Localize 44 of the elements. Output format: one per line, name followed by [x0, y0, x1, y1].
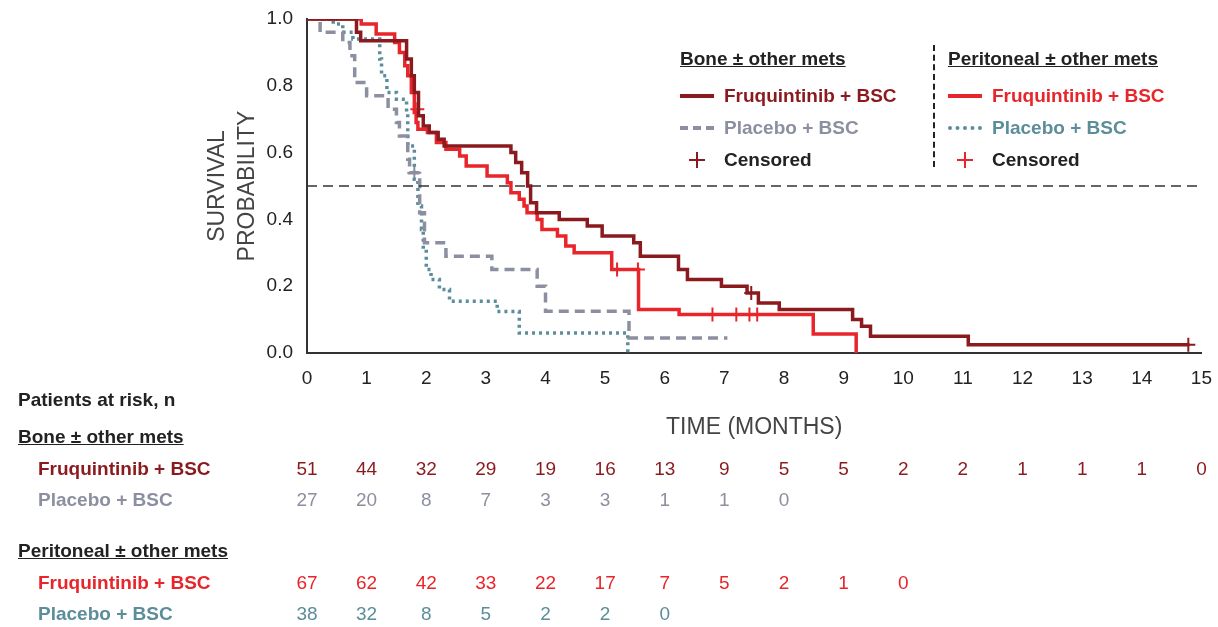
- text: Patients at risk, n: [18, 389, 176, 411]
- x-tick-label: 7: [719, 366, 730, 388]
- x-tick-label: 14: [1131, 366, 1153, 388]
- text: Placebo + BSC: [38, 603, 173, 624]
- x-axis-title: TIME (MONTHS): [666, 412, 843, 439]
- legend-label: Placebo + BSC: [992, 117, 1127, 139]
- text: Bone ± other mets: [18, 426, 184, 447]
- text: Peritoneal ± other mets: [18, 540, 228, 561]
- x-tick-label: 13: [1071, 366, 1093, 388]
- x-tick-label: 3: [480, 366, 492, 388]
- text: 27 20 8 7 3 3 1 1 0: [296, 489, 790, 510]
- text: Fruquintinib + BSC: [38, 458, 211, 479]
- x-tick-label: 4: [540, 366, 552, 388]
- y-tick-label: 1.0: [266, 7, 293, 29]
- x-tick-label: 15: [1190, 366, 1212, 388]
- annotation: Bone ± other mets: [680, 48, 847, 70]
- x-tick-label: 0: [301, 366, 313, 388]
- x-tick-label: 12: [1011, 366, 1034, 388]
- x-tick-label: 11: [953, 366, 973, 388]
- y-axis-title: SURVIVAL PROBABILITY: [202, 109, 260, 264]
- y-tick-label: 0.6: [266, 140, 293, 162]
- y-tick-label: 0.4: [266, 207, 294, 229]
- legend-label: Censored: [724, 149, 812, 171]
- legend-label: Placebo + BSC: [724, 117, 859, 139]
- text: 38 32 8 5 2 2 0: [296, 603, 671, 624]
- y-tick-label: 0.8: [266, 74, 293, 96]
- x-tick-label: 2: [420, 366, 432, 388]
- legend-label: Fruquintinib + BSC: [724, 85, 897, 107]
- text: Placebo + BSC: [38, 489, 173, 510]
- legend-label: Fruquintinib + BSC: [992, 85, 1165, 107]
- x-tick-label: 5: [599, 366, 611, 388]
- text: Fruquintinib + BSC: [38, 572, 211, 593]
- x-tick-label: 9: [838, 366, 849, 388]
- x-tick-label: 1: [361, 366, 372, 388]
- x-tick-label: 10: [892, 366, 914, 388]
- point: [406, 164, 423, 181]
- y-tick-label: 0.2: [266, 274, 293, 296]
- text: 67 62 42 33 22 17 7 5 2 1 0: [296, 572, 909, 593]
- y-tick-label: 0.0: [266, 341, 293, 363]
- text: 51 44 32 29 19 16 13 9 5 5 2 2 1 1 1 0: [296, 458, 1207, 479]
- legend-label: Censored: [992, 149, 1080, 171]
- x-tick-label: 6: [659, 366, 671, 388]
- annotation: Peritoneal ± other mets: [948, 48, 1159, 70]
- x-tick-label: 8: [778, 366, 790, 388]
